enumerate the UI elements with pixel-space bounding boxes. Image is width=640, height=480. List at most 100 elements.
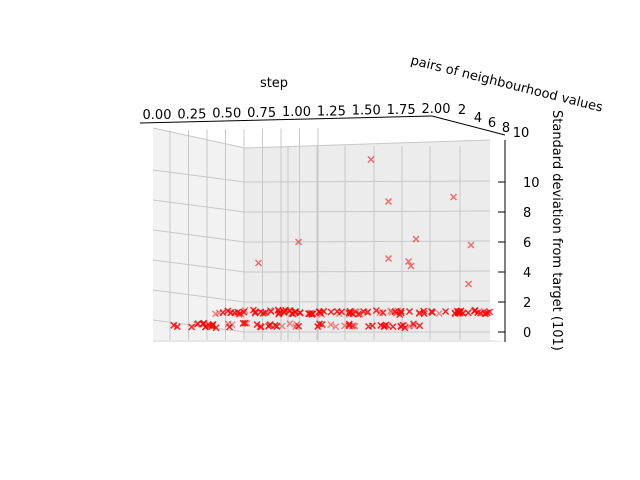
data-point bbox=[345, 322, 353, 330]
data-point bbox=[345, 320, 353, 328]
x-tick-label: 0.00 bbox=[143, 108, 172, 123]
data-point bbox=[224, 307, 232, 315]
z-side-grid-line bbox=[152, 259, 246, 273]
data-point bbox=[384, 254, 393, 263]
z-tick-label: 4 bbox=[523, 266, 531, 281]
data-point bbox=[416, 322, 424, 330]
data-point bbox=[401, 324, 409, 332]
data-point bbox=[409, 320, 418, 328]
z-grid-line bbox=[244, 270, 491, 273]
data-point bbox=[237, 310, 245, 318]
z-side-grid-line bbox=[152, 289, 246, 303]
data-point bbox=[327, 308, 335, 316]
y-axis-line bbox=[431, 115, 506, 136]
data-point bbox=[292, 323, 300, 331]
data-point bbox=[228, 321, 236, 329]
y-tick-label: 8 bbox=[502, 121, 510, 136]
data-point bbox=[235, 310, 243, 319]
data-point bbox=[243, 319, 251, 327]
data-point bbox=[420, 307, 428, 315]
data-point bbox=[332, 323, 340, 331]
data-point bbox=[315, 308, 323, 316]
data-point bbox=[314, 323, 322, 331]
data-point bbox=[205, 321, 213, 329]
z-tick-label: 10 bbox=[523, 176, 540, 191]
data-point bbox=[351, 322, 359, 330]
x-tick-label: 2.00 bbox=[422, 102, 451, 117]
x-tick-label: 1.00 bbox=[282, 105, 311, 120]
data-point bbox=[410, 322, 418, 330]
data-point bbox=[327, 321, 335, 329]
z-side-grid-line bbox=[152, 319, 246, 333]
data-point bbox=[193, 321, 201, 329]
z-tick-label: 6 bbox=[523, 236, 531, 251]
data-point bbox=[420, 310, 428, 318]
data-point bbox=[381, 322, 389, 330]
y-tick-label: 4 bbox=[474, 111, 482, 126]
data-point bbox=[219, 309, 227, 317]
side-top-edge bbox=[152, 127, 246, 149]
data-point bbox=[449, 193, 458, 201]
data-point bbox=[412, 235, 420, 243]
z-tick-label: 8 bbox=[523, 206, 531, 221]
y-tick-label: 2 bbox=[458, 103, 466, 118]
data-point bbox=[224, 320, 232, 328]
data-point bbox=[442, 307, 450, 316]
data-point bbox=[467, 241, 475, 249]
back-top-edge bbox=[244, 139, 491, 149]
z-axis-title: Standard deviation from target (101) bbox=[549, 110, 564, 351]
data-point bbox=[273, 322, 281, 330]
x-tick-label: 0.75 bbox=[247, 106, 276, 121]
data-point bbox=[388, 308, 396, 316]
data-point bbox=[338, 308, 346, 316]
data-point bbox=[486, 308, 494, 316]
data-point bbox=[295, 322, 303, 330]
data-point bbox=[351, 308, 359, 316]
floor-pane bbox=[153, 340, 505, 342]
data-point bbox=[397, 309, 405, 317]
z-grid-line bbox=[244, 210, 491, 213]
data-point bbox=[275, 310, 283, 318]
data-point bbox=[349, 310, 357, 318]
y-tick-label: 6 bbox=[488, 116, 496, 131]
data-point bbox=[239, 319, 247, 327]
data-point bbox=[241, 319, 249, 327]
data-point bbox=[360, 308, 368, 316]
data-point bbox=[407, 262, 415, 270]
data-point bbox=[464, 280, 473, 288]
data-point bbox=[286, 320, 294, 328]
x-tick-label: 1.50 bbox=[352, 104, 381, 119]
x-tick-label: 0.25 bbox=[177, 107, 206, 122]
data-point bbox=[240, 308, 248, 316]
x-axis-title: step bbox=[260, 76, 288, 91]
x-axis-line bbox=[139, 115, 433, 124]
side-pane bbox=[153, 128, 245, 340]
data-point bbox=[404, 257, 413, 266]
data-point bbox=[354, 310, 362, 318]
data-point bbox=[318, 320, 326, 329]
data-point bbox=[265, 322, 273, 330]
z-grid-line bbox=[244, 240, 491, 243]
data-point bbox=[384, 197, 393, 206]
data-point bbox=[294, 238, 303, 246]
data-point bbox=[188, 323, 196, 331]
data-point bbox=[347, 309, 355, 317]
data-point bbox=[372, 306, 380, 315]
data-point bbox=[173, 323, 181, 331]
z-side-grid-line bbox=[152, 229, 246, 243]
z-tick-label: 2 bbox=[523, 296, 531, 311]
data-point bbox=[254, 259, 263, 267]
data-point bbox=[397, 307, 405, 315]
x-tick-label: 0.50 bbox=[212, 107, 241, 122]
z-grid-line bbox=[244, 300, 491, 303]
data-point bbox=[211, 310, 220, 318]
data-point bbox=[199, 320, 207, 328]
data-point bbox=[349, 322, 357, 330]
data-point bbox=[368, 322, 376, 330]
z-grid-line bbox=[244, 180, 491, 183]
back-pane bbox=[245, 140, 490, 340]
data-point bbox=[291, 308, 299, 316]
data-point bbox=[249, 306, 257, 314]
